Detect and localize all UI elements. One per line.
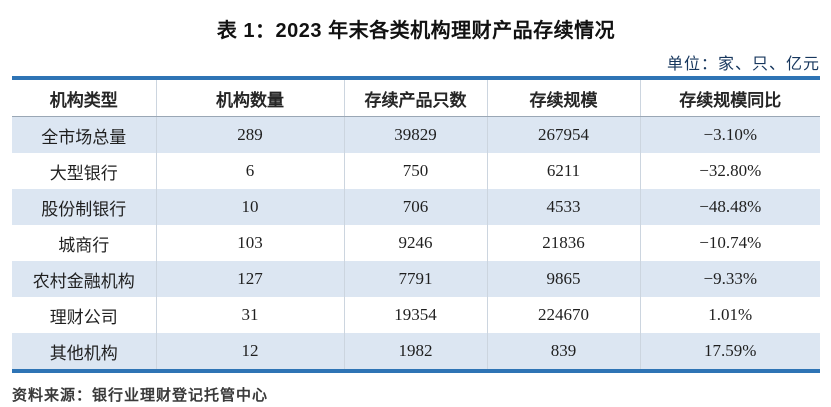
column-header-0: 机构类型 xyxy=(12,78,156,117)
value-cell: 7791 xyxy=(343,261,487,297)
value-cell: −3.10% xyxy=(639,116,820,153)
value-cell: 12 xyxy=(155,333,344,371)
row-label-cell: 全市场总量 xyxy=(41,127,127,147)
value-cell: −9.33% xyxy=(639,261,820,297)
value-cell: 839 xyxy=(486,333,640,371)
value-cell: −48.48% xyxy=(639,189,820,225)
data-table: 机构类型 机构数量 存续产品只数 存续规模 存续规模同比 全市场总量 289 39829 26… xyxy=(12,76,820,373)
value-cell: 4533 xyxy=(486,189,640,225)
value-cell: 289 xyxy=(155,116,344,153)
value-cell: 224670 xyxy=(486,297,640,333)
row-label-cell: 城商行 xyxy=(58,235,110,255)
value-cell: 1.01% xyxy=(639,297,820,333)
column-header-4: 存续规模同比 xyxy=(639,78,820,117)
table-row: 理财公司 31 19354 224670 1.01% xyxy=(12,297,820,333)
row-label-cell: 其他机构 xyxy=(49,343,118,363)
value-cell: 31 xyxy=(155,297,344,333)
table-body: 全市场总量 289 39829 267954 −3.10% 大型银行 6 750 6211 −32… xyxy=(12,116,820,371)
table-title: 表 1：2023 年末各类机构理财产品存续情况 xyxy=(216,20,616,42)
column-header-3: 存续规模 xyxy=(486,78,640,117)
row-label-cell: 农村金融机构 xyxy=(32,271,135,291)
table-row: 城商行 103 9246 21836 −10.74% xyxy=(12,225,820,261)
value-cell: 103 xyxy=(155,225,344,261)
value-cell: 19354 xyxy=(343,297,487,333)
value-cell: 706 xyxy=(343,189,487,225)
value-cell: 1982 xyxy=(343,333,487,371)
unit-note: 单位：家、只、亿元 xyxy=(666,56,820,73)
value-cell: 39829 xyxy=(343,116,487,153)
row-label-cell: 理财公司 xyxy=(49,307,118,327)
value-cell: −32.80% xyxy=(639,153,820,189)
table-header-row: 机构类型 机构数量 存续产品只数 存续规模 存续规模同比 xyxy=(12,78,820,117)
table-row: 股份制银行 10 706 4533 −48.48% xyxy=(12,189,820,225)
value-cell: 17.59% xyxy=(639,333,820,371)
table-header: 机构类型 机构数量 存续产品只数 存续规模 存续规模同比 xyxy=(12,78,820,117)
table-row: 农村金融机构 127 7791 9865 −9.33% xyxy=(12,261,820,297)
value-cell: 21836 xyxy=(486,225,640,261)
value-cell: 9246 xyxy=(343,225,487,261)
value-cell: 127 xyxy=(155,261,344,297)
value-cell: 6 xyxy=(155,153,344,189)
source-note: 资料来源：银行业理财登记托管中心 xyxy=(12,388,269,404)
column-header-1: 机构数量 xyxy=(155,78,344,117)
value-cell: 10 xyxy=(155,189,344,225)
value-cell: 9865 xyxy=(486,261,640,297)
table-row: 其他机构 12 1982 839 17.59% xyxy=(12,333,820,371)
value-cell: −10.74% xyxy=(639,225,820,261)
row-label-cell: 股份制银行 xyxy=(41,199,127,219)
column-header-2: 存续产品只数 xyxy=(343,78,487,117)
row-label-cell: 大型银行 xyxy=(49,163,118,183)
value-cell: 6211 xyxy=(486,153,640,189)
value-cell: 267954 xyxy=(486,116,640,153)
table-row: 全市场总量 289 39829 267954 −3.10% xyxy=(12,116,820,153)
table-row: 大型银行 6 750 6211 −32.80% xyxy=(12,153,820,189)
value-cell: 750 xyxy=(343,153,487,189)
